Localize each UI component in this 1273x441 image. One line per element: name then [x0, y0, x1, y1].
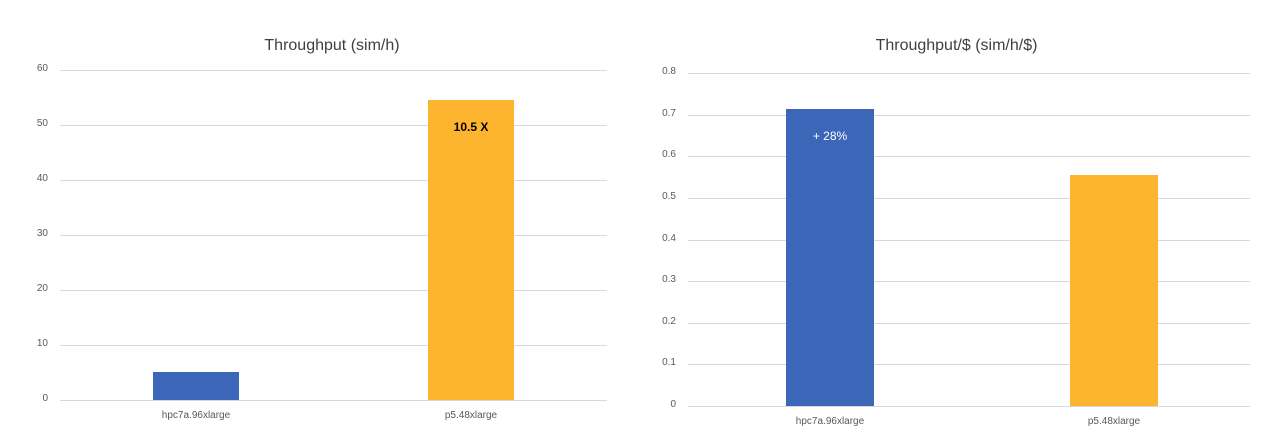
gridline [688, 281, 1250, 283]
gridline [688, 73, 1250, 74]
y-tick-label: 30 [36, 228, 48, 239]
y-tick-label: 20 [36, 283, 48, 294]
y-tick-label: 0 [42, 393, 48, 404]
y-tick-label: 0.7 [662, 107, 676, 119]
x-category-label: hpc7a.96xlarge [161, 410, 231, 421]
chart-title: Throughput/$ (sim/h/$) [875, 37, 1038, 54]
y-tick-label: 0.1 [662, 357, 676, 369]
gridline [688, 406, 1250, 407]
gridline [60, 290, 607, 291]
y-tick-label: 50 [36, 118, 48, 129]
gridline [688, 156, 1250, 158]
throughput-chart: Throughput (sim/h) 0 10 20 30 40 50 60 hpc7a.96… [36, 37, 607, 421]
gridline [688, 197, 1250, 199]
bar-p5.48xlarge [1070, 174, 1158, 406]
gridline [688, 114, 1250, 116]
gridline [60, 180, 607, 181]
gridline [60, 70, 607, 71]
y-tick-label: 10 [36, 338, 48, 349]
bar-annotation: + 28% [812, 128, 848, 143]
gridline [688, 364, 1250, 366]
y-tick-label: 0.3 [662, 274, 676, 286]
gridline [60, 235, 607, 236]
bar-p5.48xlarge [428, 100, 514, 400]
x-category-label: hpc7a.96xlarge [795, 416, 865, 427]
y-tick-label: 40 [36, 173, 48, 184]
bar-annotation: 10.5 X [453, 120, 489, 135]
gridline [688, 239, 1250, 241]
y-tick-label: 0.8 [662, 66, 676, 77]
x-category-label: p5.48xlarge [444, 410, 498, 421]
y-tick-label: 0.2 [662, 315, 676, 327]
throughput-per-dollar-chart: Throughput/$ (sim/h/$) 0 0.1 0.2 0.3 0.4 0.5 0… [640, 0, 1273, 441]
chart-title: Throughput (sim/h) [264, 37, 400, 54]
gridline [60, 400, 607, 401]
gridline [60, 125, 607, 126]
gridline [60, 345, 607, 346]
y-tick-label: 0.6 [662, 149, 676, 161]
gridline [688, 322, 1250, 324]
x-category-label: p5.48xlarge [1087, 416, 1141, 427]
bar-hpc7a.96xlarge [786, 108, 874, 406]
y-tick-label: 0.5 [662, 190, 676, 202]
y-tick-label: 0.4 [662, 232, 676, 244]
y-tick-label: 0 [670, 399, 676, 410]
bar-hpc7a.96xlarge [153, 371, 239, 400]
y-tick-label: 60 [36, 63, 48, 74]
